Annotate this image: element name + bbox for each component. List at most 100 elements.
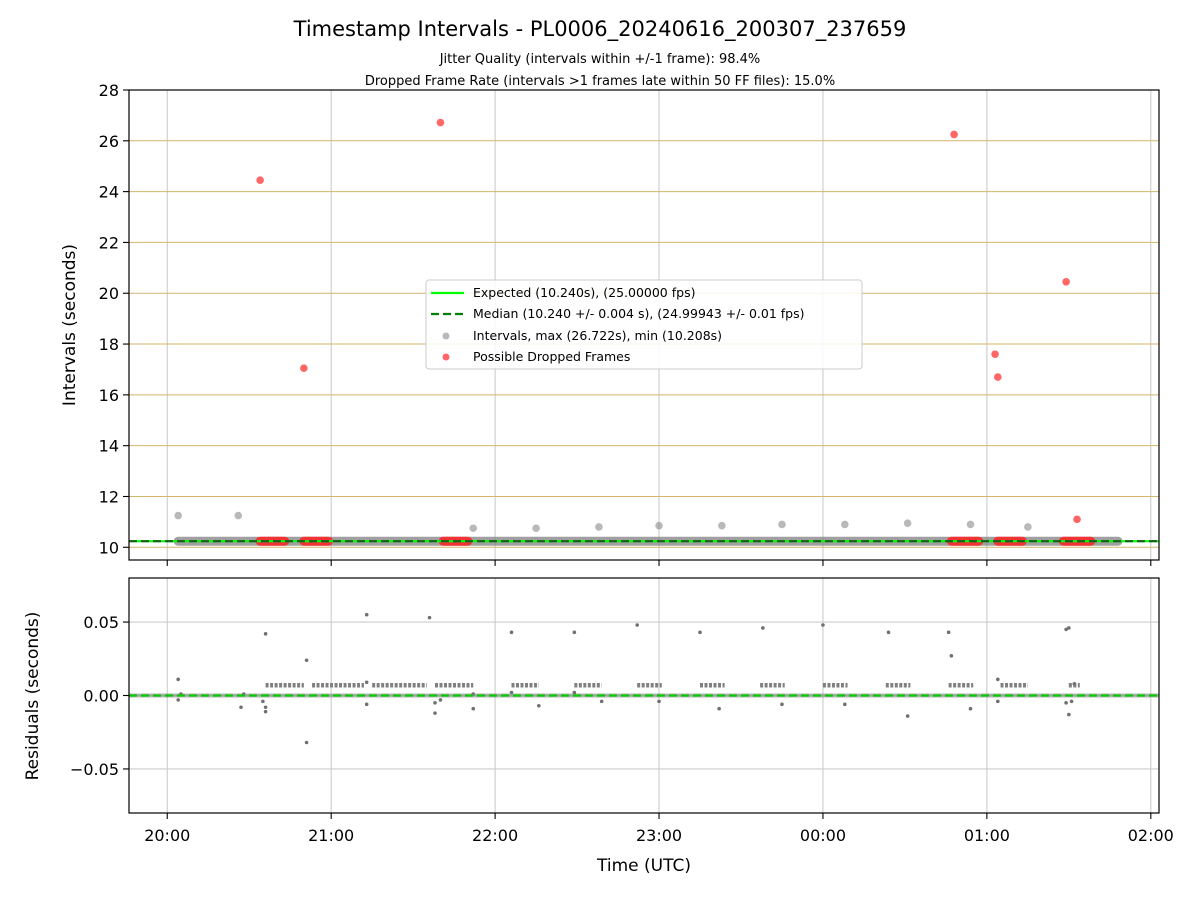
residuals-panel: −0.05 0.00 0.05 20:00 21:00 22:00 23:00 00:00 0… [23,577,1174,876]
x-tick-label: 21:00 [308,826,354,845]
residuals-ytick-label: 0.05 [83,613,119,632]
residual-point [572,690,577,695]
residual-point [304,740,309,745]
x-tick-label: 22:00 [472,826,518,845]
residuals-x-ticks: 20:00 21:00 22:00 23:00 00:00 01:00 02:00 [144,813,1174,845]
chart-subtitle-dropped: Dropped Frame Rate (intervals >1 frames … [365,74,835,89]
residual-point [905,714,910,718]
legend-entry-expected: Expected (10.240s), (25.00000 fps) [431,285,695,300]
interval-point [234,511,243,520]
intervals-ytick-label: 24 [99,183,119,202]
dropped-frame-point [991,350,999,359]
legend-entry-intervals: Intervals, max (26.722s), min (10.208s) [442,328,722,343]
chart-subtitle-jitter: Jitter Quality (intervals within +/-1 fr… [439,52,761,67]
residual-point [509,690,514,695]
residual-point [509,630,514,635]
residual-point [1067,712,1071,717]
intervals-ytick-label: 28 [99,81,119,100]
interval-point [841,520,849,529]
residual-point [364,612,369,617]
residual-point [635,623,639,627]
intervals-x-ticks [166,560,1152,566]
residual-point [761,626,765,630]
residual-point [968,706,973,711]
residual-point [263,705,268,710]
residual-point [438,698,443,702]
residual-point [996,699,1000,704]
legend-dropped-marker [442,353,450,361]
x-tick-label: 00:00 [800,826,846,845]
interval-point [966,520,975,529]
residual-point [1064,627,1068,632]
interval-point [532,524,540,533]
intervals-ytick-label: 12 [99,487,119,506]
residual-point [176,698,180,702]
intervals-ytick-label: 10 [99,538,119,557]
intervals-ytick-label: 20 [99,284,119,303]
legend-intervals-label: Intervals, max (26.722s), min (10.208s) [473,328,722,343]
intervals-ytick-label: 18 [99,335,119,354]
intervals-ytick-label: 14 [99,437,119,456]
residual-point [821,623,825,627]
residuals-ytick-label: −0.05 [70,760,119,779]
residual-point [843,702,847,707]
residuals-y-ticks: −0.05 0.00 0.05 [70,613,129,779]
interval-point [174,511,182,520]
legend-box [425,279,863,370]
residual-point [657,699,661,704]
x-tick-label: 23:00 [636,826,682,845]
residual-point [1069,699,1074,704]
intervals-ytick-label: 22 [99,233,119,252]
interval-point [778,520,786,529]
residual-point [263,709,268,714]
legend-expected-label: Expected (10.240s), (25.00000 fps) [473,285,695,300]
dropped-frame-point [950,130,958,139]
residual-point [263,632,268,636]
interval-point [718,521,726,530]
dropped-frame-point [1062,278,1070,286]
interval-point [595,523,603,531]
intervals-ytick-label: 26 [99,132,119,151]
chart-title: Timestamp Intervals - PL0006_20240616_20… [293,17,907,42]
x-tick-label: 02:00 [1128,826,1174,845]
residual-point [433,711,437,715]
residual-point [599,699,604,704]
residual-point [780,702,784,707]
dropped-frame-point [994,373,1002,381]
residual-point [427,615,432,620]
residual-point [537,703,541,708]
residual-point [1072,681,1077,686]
residual-point [698,630,702,635]
interval-point [1024,523,1032,531]
residual-point [946,630,951,635]
x-axis-label: Time (UTC) [596,856,691,876]
intervals-y-axis-label: Intervals (seconds) [60,244,80,406]
intervals-y-ticks: 10 12 14 16 18 20 22 24 26 28 [99,81,129,557]
interval-point [469,524,478,533]
x-tick-label: 01:00 [964,826,1010,845]
residual-point [1067,626,1071,630]
residual-point [886,630,891,635]
residual-point [364,702,369,707]
interval-point [903,519,912,527]
residual-point [304,658,309,663]
residual-point [949,654,954,658]
intervals-plot-frame [128,89,1160,561]
residuals-y-axis-label: Residuals (seconds) [23,612,43,781]
residual-point [717,706,721,711]
x-tick-label: 20:00 [144,826,190,845]
residual-point [471,706,476,711]
intervals-ytick-label: 16 [99,386,119,405]
legend-intervals-marker [442,332,450,340]
legend-entry-dropped: Possible Dropped Frames [442,349,630,364]
residuals-points [176,612,1077,745]
residual-point [572,630,577,635]
dropped-frame-point [1073,515,1081,524]
residual-point [176,677,180,682]
residual-point [1064,701,1068,705]
residual-point [364,680,369,685]
residuals-ytick-label: 0.00 [83,687,119,706]
residual-point [996,677,1000,682]
legend-entry-median: Median (10.240 +/- 0.004 s), (24.99943 +… [431,306,804,321]
